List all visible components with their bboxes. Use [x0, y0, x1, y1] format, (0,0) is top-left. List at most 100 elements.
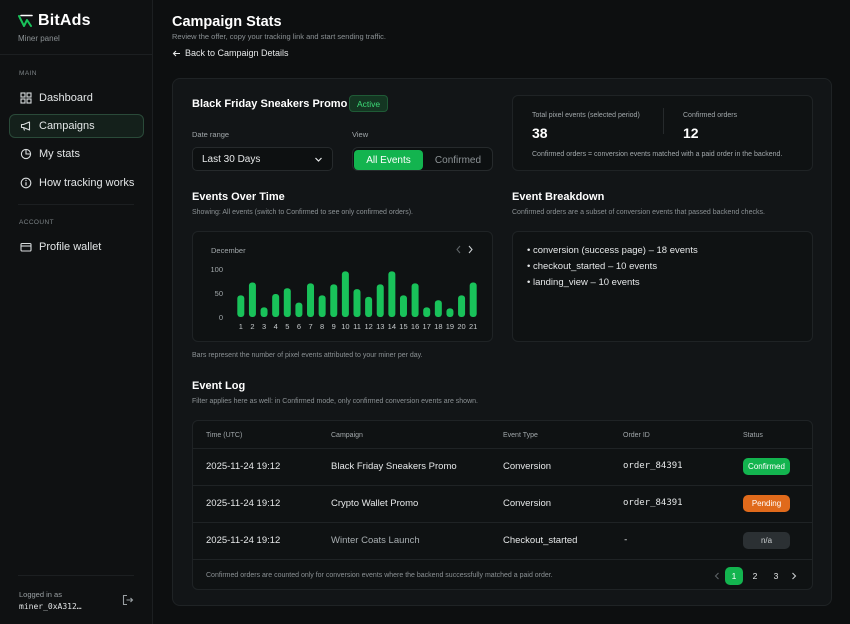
confirmed-orders-value: 12 [683, 125, 699, 141]
chart-month-label: December [211, 246, 246, 255]
chart-bar-day-8[interactable] [318, 295, 326, 317]
back-link-label: Back to Campaign Details [185, 48, 289, 58]
x-tick-label: 19 [446, 322, 454, 331]
cell-time: 2025-11-24 19:12 [206, 461, 281, 472]
row-divider [193, 522, 812, 523]
campaign-stats-panel: Black Friday Sneakers Promo Active Date … [172, 78, 832, 606]
x-tick-label: 16 [411, 322, 419, 331]
column-header-time: Time (UTC) [206, 432, 243, 439]
chart-bar-day-4[interactable] [272, 293, 280, 317]
x-tick-label: 8 [320, 322, 324, 331]
sidebar-item-dashboard[interactable]: Dashboard [9, 86, 144, 110]
chart-bar-day-18[interactable] [434, 300, 442, 317]
sidebar-divider [0, 54, 153, 55]
page-subtitle: Review the offer, copy your tracking lin… [172, 32, 386, 41]
x-tick-label: 11 [353, 322, 361, 331]
x-tick-label: 3 [262, 322, 266, 331]
pagination-prev-icon[interactable] [713, 572, 721, 580]
status-badge: n/a [743, 532, 790, 549]
chart-bar-day-17[interactable] [423, 307, 431, 317]
row-divider [193, 485, 812, 486]
pagination-page-1[interactable]: 1 [725, 567, 743, 585]
stats-summary-card: Total pixel events (selected period) 38 … [512, 95, 813, 171]
chart-bar-day-15[interactable] [399, 295, 407, 317]
x-tick-label: 13 [376, 322, 384, 331]
event-breakdown-title: Event Breakdown [512, 191, 605, 203]
chart-bar-day-16[interactable] [411, 283, 419, 317]
column-header-event-type: Event Type [503, 432, 538, 439]
chart-bar-day-9[interactable] [330, 284, 338, 317]
y-tick-label: 100 [210, 265, 223, 274]
sidebar-item-label: My stats [39, 148, 80, 160]
column-header-order-id: Order ID [623, 432, 650, 439]
column-header-campaign: Campaign [331, 432, 363, 439]
status-badge: Confirmed [743, 458, 790, 475]
logged-in-label: Logged in as [19, 590, 62, 599]
row-divider [193, 448, 812, 449]
chart-bar-day-1[interactable] [237, 295, 245, 317]
bitads-logo-icon [18, 14, 33, 27]
brand-name: BitAds [38, 12, 91, 29]
sidebar-item-label: Campaigns [39, 120, 95, 132]
sidebar-item-how-tracking-works[interactable]: How tracking works [9, 171, 144, 195]
chart-note: Bars represent the number of pixel event… [192, 352, 423, 359]
pagination-next-icon[interactable] [790, 572, 798, 580]
cell-time: 2025-11-24 19:12 [206, 535, 281, 546]
cell-campaign: Winter Coats Launch [331, 535, 420, 546]
chart-bar-day-19[interactable] [446, 308, 454, 317]
sidebar-item-label: Dashboard [39, 92, 93, 104]
sidebar-divider [18, 204, 134, 205]
date-range-select[interactable]: Last 30 Days [192, 147, 333, 171]
status-badge: Pending [743, 495, 790, 512]
sidebar-section-account: ACCOUNT [19, 219, 54, 226]
chart-bar-day-2[interactable] [248, 282, 256, 317]
cell-order-id: order_84391 [623, 461, 683, 471]
chart-bar-day-14[interactable] [388, 271, 396, 317]
pagination-page-3[interactable]: 3 [773, 571, 779, 581]
megaphone-icon [20, 121, 31, 131]
x-tick-label: 10 [341, 322, 349, 331]
pagination-page-2[interactable]: 2 [752, 571, 758, 581]
chart-bar-day-21[interactable] [469, 282, 477, 317]
sidebar-item-campaigns[interactable]: Campaigns [9, 114, 144, 138]
brand[interactable]: BitAds Miner panel [18, 12, 91, 43]
x-tick-label: 21 [469, 322, 477, 331]
logout-icon[interactable] [122, 594, 134, 606]
event-breakdown-card: • conversion (success page) – 18 events … [512, 231, 813, 342]
chevron-left-icon[interactable] [456, 245, 461, 254]
view-confirmed-button[interactable]: Confirmed [434, 154, 482, 166]
wallet-icon [20, 242, 32, 252]
chart-bar-day-20[interactable] [458, 295, 466, 317]
chart-bar-day-12[interactable] [365, 296, 373, 317]
event-log-subtitle: Filter applies here as well: in Confirme… [192, 398, 478, 405]
chart-bar-day-5[interactable] [283, 288, 291, 317]
chart-bar-day-6[interactable] [295, 302, 303, 317]
back-to-campaign-details-link[interactable]: Back to Campaign Details [172, 48, 289, 58]
column-header-status: Status [743, 432, 763, 439]
sidebar-item-my-stats[interactable]: My stats [9, 142, 144, 166]
chart-bar-day-11[interactable] [353, 289, 361, 317]
cell-event-type: Checkout_started [503, 535, 578, 546]
events-over-time-title: Events Over Time [192, 191, 285, 203]
x-tick-label: 2 [250, 322, 254, 331]
cell-campaign: Black Friday Sneakers Promo [331, 461, 457, 472]
arrow-left-icon [172, 50, 180, 56]
chart-bar-day-3[interactable] [260, 307, 268, 317]
chart-bar-day-13[interactable] [376, 284, 384, 317]
grid-icon [20, 92, 32, 104]
y-tick-label: 50 [215, 289, 223, 298]
sidebar-item-label: How tracking works [39, 177, 135, 189]
view-all-events-button[interactable]: All Events [354, 150, 423, 170]
chevron-right-icon[interactable] [468, 245, 473, 254]
x-tick-label: 12 [364, 322, 372, 331]
chart-bar-day-7[interactable] [307, 283, 315, 317]
sidebar-item-profile-wallet[interactable]: Profile wallet [9, 235, 144, 259]
logged-in-user: miner_0xA312… [19, 602, 82, 611]
chart-bar-day-10[interactable] [341, 271, 349, 317]
x-tick-label: 6 [297, 322, 301, 331]
cell-order-id: - [623, 535, 629, 545]
y-tick-label: 0 [219, 313, 223, 322]
stats-divider [663, 108, 664, 134]
view-toggle: All Events Confirmed [352, 147, 493, 171]
confirmed-orders-label: Confirmed orders [683, 112, 738, 119]
